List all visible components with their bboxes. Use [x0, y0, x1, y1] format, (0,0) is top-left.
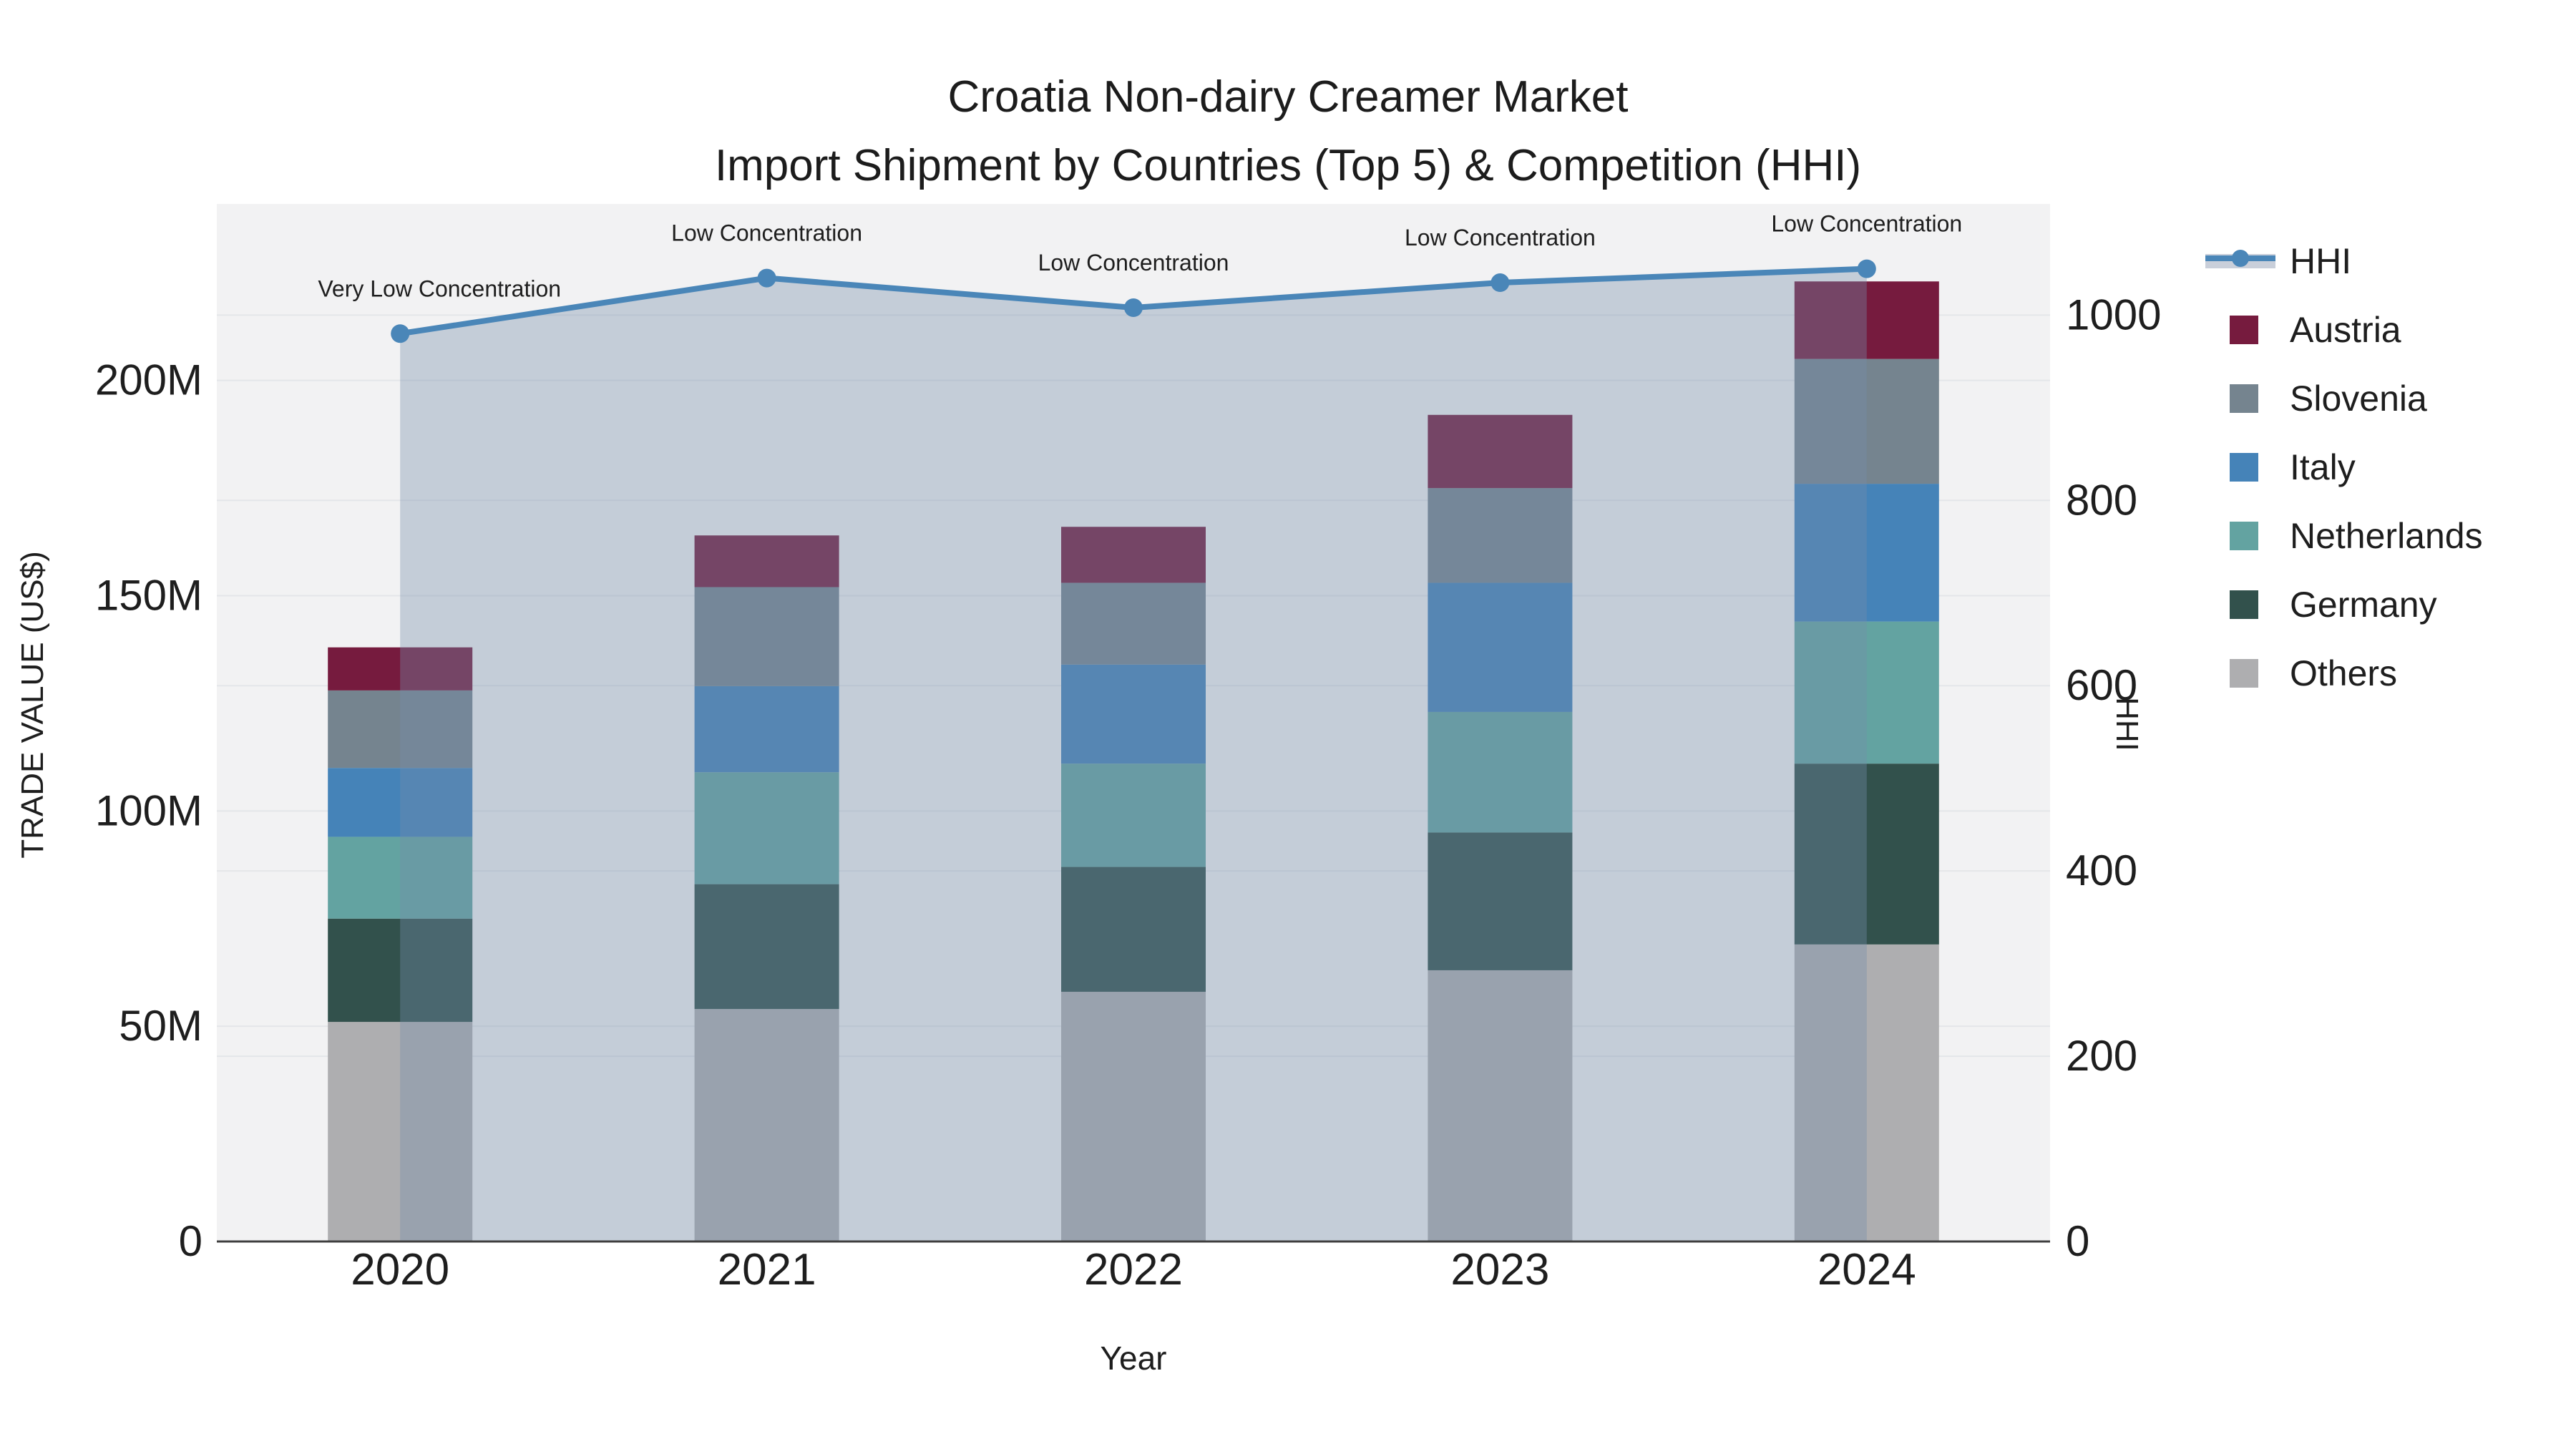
left-axis-tick-label: 50M	[119, 1002, 203, 1050]
bar-segment-2022-netherlands[interactable]	[1061, 763, 1206, 867]
legend-label-italy: Italy	[2290, 447, 2356, 487]
legend-label-others: Others	[2290, 653, 2397, 693]
annotation-2023: Low Concentration	[1405, 225, 1596, 250]
bar-segment-2022-slovenia[interactable]	[1061, 582, 1206, 665]
hhi-marker-2020[interactable]	[391, 324, 410, 343]
bar-segment-2024-germany[interactable]	[1794, 763, 1939, 945]
legend-label-germany: Germany	[2290, 585, 2437, 625]
left-axis-tick-label: 0	[179, 1217, 203, 1265]
bar-segment-2021-austria[interactable]	[694, 535, 839, 587]
bar-segment-2020-germany[interactable]	[328, 918, 473, 1023]
legend-label-netherlands: Netherlands	[2290, 516, 2483, 556]
bar-segment-2022-others[interactable]	[1061, 992, 1206, 1241]
hhi-marker-2023[interactable]	[1491, 273, 1510, 293]
bar-segment-2024-others[interactable]	[1794, 944, 1939, 1241]
legend-hhi-marker-sample	[2232, 250, 2249, 267]
bar-segment-2020-austria[interactable]	[328, 647, 473, 691]
bar-segment-2021-germany[interactable]	[694, 884, 839, 1010]
chart-title: Croatia Non-dairy Creamer Market Import …	[0, 63, 2576, 200]
bar-segment-2024-italy[interactable]	[1794, 484, 1939, 622]
hhi-area-fill	[400, 268, 1867, 1241]
hhi-marker-2021[interactable]	[757, 268, 776, 288]
bar-segment-2023-others[interactable]	[1428, 970, 1573, 1241]
legend-swatch-netherlands	[2230, 522, 2258, 550]
bar-segment-2023-netherlands[interactable]	[1428, 711, 1573, 833]
legend-item-hhi[interactable]: HHI	[2205, 241, 2351, 281]
legend-item-austria[interactable]: Austria	[2230, 310, 2401, 350]
right-axis-tick-label: 0	[2066, 1217, 2089, 1265]
chart-title-line1: Croatia Non-dairy Creamer Market	[947, 72, 1629, 122]
legend-swatch-others	[2230, 659, 2258, 688]
bar-segment-2020-netherlands[interactable]	[328, 836, 473, 919]
annotation-2024: Low Concentration	[1771, 211, 1962, 237]
bar-segment-2023-slovenia[interactable]	[1428, 488, 1573, 583]
bar-segment-2022-italy[interactable]	[1061, 664, 1206, 764]
bar-segment-2024-austria[interactable]	[1794, 281, 1939, 359]
legend-label-slovenia: Slovenia	[2290, 379, 2427, 419]
x-axis-tick-label: 2024	[1818, 1245, 1916, 1294]
bar-segment-2023-italy[interactable]	[1428, 582, 1573, 712]
bar-segment-2021-netherlands[interactable]	[694, 772, 839, 884]
right-axis-tick-label: 1000	[2066, 291, 2161, 338]
hhi-marker-2024[interactable]	[1857, 259, 1876, 278]
bar-segment-2022-germany[interactable]	[1061, 867, 1206, 992]
chart-title-line2: Import Shipment by Countries (Top 5) & C…	[714, 141, 1862, 190]
annotation-2021: Low Concentration	[671, 220, 862, 246]
bar-segment-2021-slovenia[interactable]	[694, 587, 839, 686]
x-axis-tick-label: 2022	[1084, 1245, 1183, 1294]
bar-segment-2021-italy[interactable]	[694, 686, 839, 773]
bar-segment-2023-austria[interactable]	[1428, 414, 1573, 489]
x-axis-tick-label: 2023	[1450, 1245, 1549, 1294]
hhi-marker-2022[interactable]	[1124, 298, 1143, 317]
right-axis-tick-label: 600	[2066, 661, 2137, 709]
bar-segment-2021-others[interactable]	[694, 1009, 839, 1241]
bar-segment-2023-germany[interactable]	[1428, 832, 1573, 970]
legend-label-austria: Austria	[2290, 310, 2401, 350]
bar-segment-2020-italy[interactable]	[328, 768, 473, 837]
x-axis-tick-label: 2020	[351, 1245, 449, 1294]
legend-item-slovenia[interactable]: Slovenia	[2230, 379, 2427, 419]
right-axis-tick-label: 400	[2066, 847, 2137, 894]
bar-segment-2024-slovenia[interactable]	[1794, 358, 1939, 484]
left-axis-tick-label: 100M	[95, 786, 203, 834]
bar-segment-2022-austria[interactable]	[1061, 527, 1206, 583]
left-axis-tick-label: 150M	[95, 572, 203, 620]
bar-segment-2020-slovenia[interactable]	[328, 690, 473, 769]
left-axis-tick-label: 200M	[95, 356, 203, 404]
right-axis-tick-label: 800	[2066, 476, 2137, 524]
annotation-2022: Low Concentration	[1038, 250, 1229, 275]
annotation-2020: Very Low Concentration	[318, 275, 561, 301]
legend-swatch-germany	[2230, 590, 2258, 619]
legend-swatch-slovenia	[2230, 384, 2258, 413]
bar-segment-2024-netherlands[interactable]	[1794, 621, 1939, 764]
x-axis-tick-label: 2021	[718, 1245, 816, 1294]
bar-segment-2020-others[interactable]	[328, 1022, 473, 1241]
legend-item-germany[interactable]: Germany	[2230, 585, 2437, 625]
right-axis-tick-label: 200	[2066, 1032, 2137, 1080]
legend-swatch-italy	[2230, 453, 2258, 482]
legend-item-italy[interactable]: Italy	[2230, 447, 2356, 487]
legend-item-netherlands[interactable]: Netherlands	[2230, 516, 2483, 556]
legend-swatch-austria	[2230, 316, 2258, 344]
x-axis-title: Year	[1100, 1340, 1167, 1377]
legend-item-others[interactable]: Others	[2230, 653, 2397, 693]
legend-label-hhi: HHI	[2290, 241, 2351, 281]
